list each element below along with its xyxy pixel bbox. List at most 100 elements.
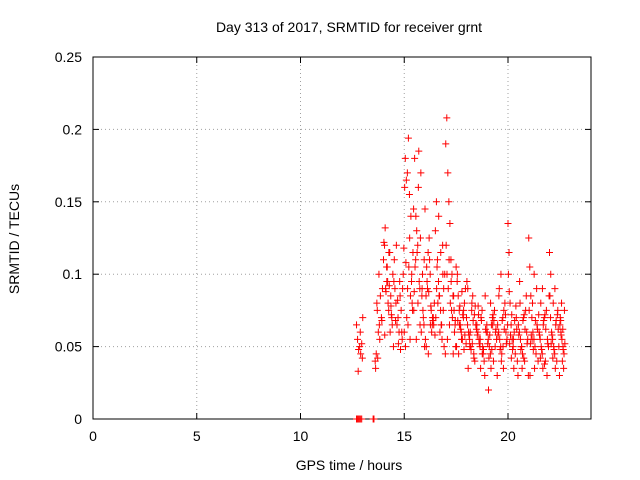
- data-point: [455, 350, 463, 358]
- data-point: [485, 354, 493, 362]
- data-point: [525, 306, 533, 314]
- data-point: [527, 331, 535, 339]
- data-point: [533, 325, 541, 333]
- data-point: [444, 169, 452, 177]
- data-point: [559, 345, 567, 353]
- data-point: [406, 335, 414, 343]
- data-point: [419, 270, 427, 278]
- data-point: [482, 325, 490, 333]
- data-point: [516, 299, 524, 307]
- data-point: [466, 335, 474, 343]
- data-point: [421, 335, 429, 343]
- data-point: [404, 134, 412, 142]
- data-point: [396, 277, 404, 285]
- data-point: [424, 248, 432, 256]
- data-point: [547, 270, 555, 278]
- data-point: [475, 311, 483, 319]
- data-point: [505, 248, 513, 256]
- data-point: [551, 364, 559, 372]
- data-point: [514, 372, 522, 380]
- data-point: [358, 354, 366, 362]
- data-point: [410, 306, 418, 314]
- data-point: [389, 343, 397, 351]
- data-point: [413, 248, 421, 256]
- data-point: [558, 299, 566, 307]
- data-point: [525, 234, 533, 242]
- data-point: [473, 331, 481, 339]
- data-point: [561, 340, 569, 348]
- data-point: [494, 331, 502, 339]
- data-point: [376, 292, 384, 300]
- data-point: [425, 234, 433, 242]
- data-point: [520, 311, 528, 319]
- data-point: [463, 314, 470, 322]
- data-point: [557, 317, 565, 325]
- data-point: [502, 311, 510, 319]
- x-tick-label: 0: [89, 428, 97, 444]
- data-points: [353, 114, 569, 423]
- data-point: [529, 328, 537, 336]
- x-axis-label: GPS time / hours: [296, 457, 403, 473]
- data-point: [542, 325, 550, 333]
- data-point: [372, 350, 380, 358]
- data-point: [450, 328, 458, 336]
- data-point: [486, 350, 494, 358]
- data-point: [460, 345, 468, 353]
- data-point: [408, 277, 416, 285]
- data-point: [515, 331, 523, 339]
- data-point: [543, 372, 551, 380]
- data-point: [410, 288, 418, 296]
- y-tick-label: 0.25: [55, 49, 82, 65]
- data-point: [531, 364, 539, 372]
- data-point: [556, 321, 564, 329]
- data-point: [509, 345, 517, 353]
- data-point: [528, 335, 536, 343]
- data-point: [548, 331, 556, 339]
- y-tick-label: 0.2: [63, 121, 83, 137]
- data-point: [519, 317, 527, 325]
- data-point: [478, 306, 486, 314]
- data-point: [383, 277, 391, 285]
- data-point: [373, 299, 381, 307]
- data-point: [406, 292, 414, 300]
- data-point: [549, 354, 557, 362]
- grid-lines: [93, 57, 591, 419]
- data-point: [496, 345, 504, 353]
- data-point: [557, 331, 565, 339]
- data-point: [385, 306, 393, 314]
- data-point: [421, 205, 429, 213]
- data-point: [481, 372, 489, 380]
- data-point: [538, 345, 546, 353]
- data-point: [551, 350, 559, 358]
- data-point: [423, 277, 431, 285]
- data-point: [487, 364, 495, 372]
- data-point: [393, 321, 401, 329]
- data-point: [466, 343, 474, 351]
- data-point: [403, 314, 411, 322]
- data-point: [434, 277, 442, 285]
- data-point: [437, 321, 445, 329]
- data-point: [374, 354, 382, 362]
- data-point: [397, 345, 405, 353]
- data-point: [401, 154, 409, 162]
- data-point: [401, 183, 409, 191]
- data-point: [521, 357, 529, 365]
- data-point: [547, 314, 555, 322]
- data-point: [466, 328, 474, 336]
- x-tick-label: 10: [293, 428, 309, 444]
- data-point: [455, 321, 463, 329]
- data-point: [496, 335, 504, 343]
- data-point: [375, 321, 383, 329]
- data-point: [419, 314, 427, 322]
- data-point: [392, 317, 400, 325]
- data-point: [376, 335, 384, 343]
- data-point: [414, 299, 422, 307]
- data-point: [541, 357, 549, 365]
- data-point: [459, 311, 467, 319]
- data-point: [489, 357, 497, 365]
- data-point: [457, 325, 465, 333]
- data-point: [550, 345, 558, 353]
- data-point: [359, 314, 367, 322]
- data-point: [519, 350, 527, 358]
- data-point: [530, 270, 538, 278]
